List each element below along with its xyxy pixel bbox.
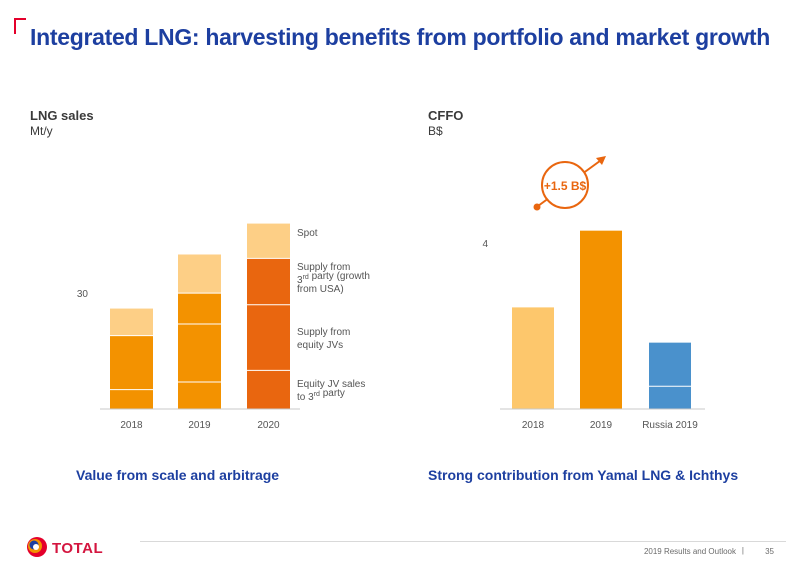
lng-segment-2020-3	[247, 223, 290, 259]
growth-circle	[541, 161, 589, 209]
lng-segment-2019-1	[178, 324, 221, 382]
lng-segment-2019-2	[178, 293, 221, 325]
cffo-bar-russia-2019	[649, 342, 691, 409]
lng-bar-2018	[110, 308, 153, 409]
lng-segment-label: Supply from 3rd party (growth from USA)	[297, 262, 370, 295]
arrow-tail-dot	[533, 203, 541, 211]
arrow-head-icon	[596, 156, 606, 165]
lng-segment-2018-1	[110, 335, 153, 390]
left-caption: Value from scale and arbitrage	[76, 467, 280, 483]
lng-segment-2020-0	[247, 370, 290, 409]
lng-segment-label: Spot	[297, 228, 318, 239]
accent-corner-mark	[14, 18, 26, 34]
page-number: 35	[765, 547, 774, 556]
lng-ytick-label: 30	[77, 289, 89, 300]
total-logo	[27, 537, 47, 557]
lng-xtick-label: 2020	[257, 420, 280, 431]
lng-segment-2020-2	[247, 258, 290, 305]
growth-arrow-badge: +1.5 B$	[533, 156, 606, 211]
page-title: Integrated LNG: harvesting benefits from…	[30, 24, 770, 50]
cffo-bar-2019	[580, 230, 622, 409]
lng-bar-2019	[178, 254, 221, 409]
growth-label: +1.5 B$	[544, 179, 587, 193]
cffo-xtick-label: Russia 2019	[642, 420, 698, 431]
lng-segment-2019-3	[178, 254, 221, 294]
footer-separator: |	[741, 546, 744, 555]
lng-segment-2020-1	[247, 304, 290, 371]
cffo-title: CFFO	[428, 108, 464, 123]
cffo-segment	[512, 307, 554, 409]
cffo-ytick-label: 4	[482, 239, 488, 250]
footer-text: 2019 Results and Outlook	[643, 547, 736, 556]
right-caption: Strong contribution from Yamal LNG & Ich…	[428, 467, 739, 483]
lng-bar-2020	[247, 223, 290, 409]
lng-segment-label: Supply from equity JVs	[297, 327, 350, 351]
cffo-xtick-label: 2019	[590, 420, 613, 431]
cffo-segment	[649, 342, 691, 387]
logo-text: TOTAL	[52, 540, 104, 557]
cffo-bar-2018	[512, 307, 554, 409]
footer-divider	[140, 541, 786, 542]
lng-segment-2018-3	[110, 308, 153, 336]
cffo-segment	[649, 386, 691, 409]
lng-xtick-label: 2018	[120, 420, 143, 431]
lng-segment-label: Equity JV sales to 3rd party	[297, 379, 365, 403]
lng-xtick-label: 2019	[188, 420, 211, 431]
cffo-unit: B$	[428, 124, 443, 138]
lng-sales-title: LNG sales	[30, 108, 94, 123]
lng-segment-2018-0	[110, 389, 153, 409]
cffo-segment	[580, 230, 622, 409]
logo-swirl-center	[33, 544, 39, 550]
lng-segment-2019-0	[178, 381, 221, 409]
lng-sales-unit: Mt/y	[30, 124, 53, 138]
cffo-xtick-label: 2018	[522, 420, 545, 431]
